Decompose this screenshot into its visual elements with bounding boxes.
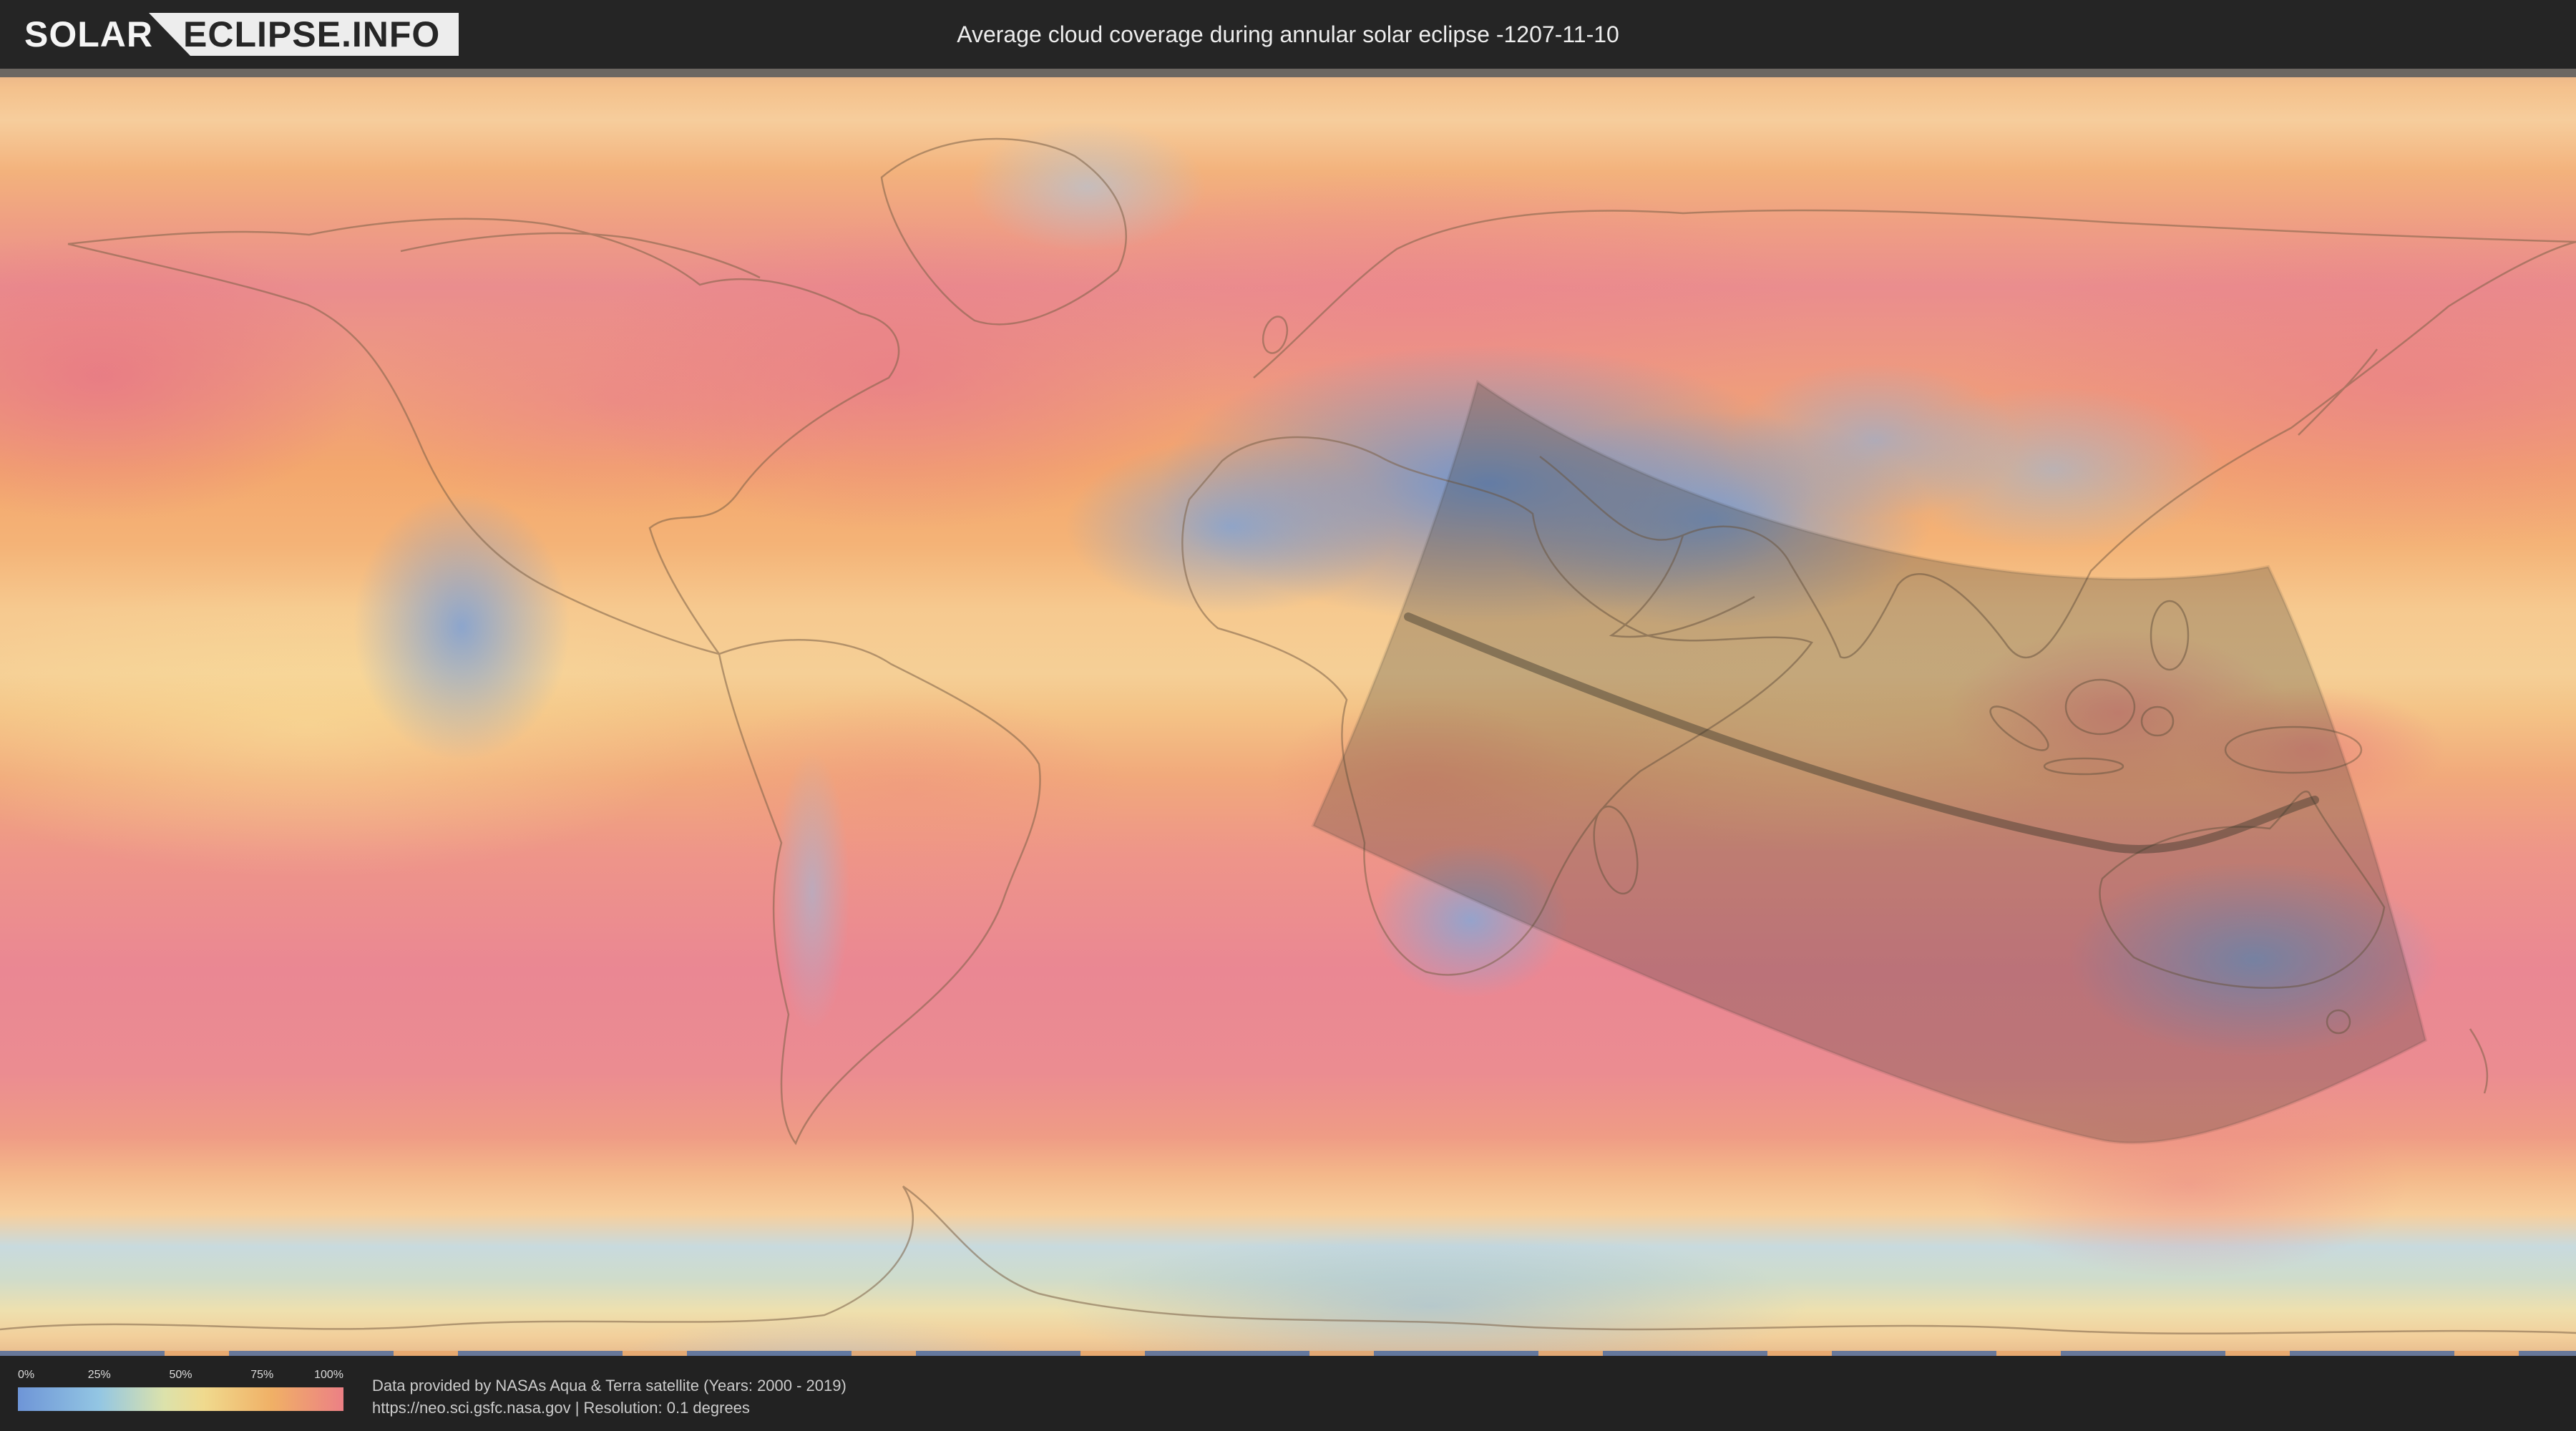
attribution-line-2: https://neo.sci.gsfc.nasa.gov | Resoluti…: [372, 1399, 750, 1417]
coast-north-america-west: [67, 243, 720, 655]
legend-gradient-bar: [18, 1387, 343, 1411]
coast-new-zealand: [2469, 1028, 2489, 1094]
coast-british-isles: [1262, 316, 1289, 354]
coast-arabia: [1609, 534, 1755, 638]
attribution-line-1: Data provided by NASAs Aqua & Terra sate…: [372, 1377, 847, 1395]
coast-sulawesi: [2140, 705, 2175, 737]
coast-antarctica: [0, 1185, 2576, 1335]
coast-sumatra: [1989, 705, 2049, 751]
coast-japan: [2298, 348, 2378, 436]
coast-tasmania: [2326, 1009, 2351, 1035]
legend-tick-100: 100%: [314, 1369, 343, 1381]
map-area: [0, 69, 2576, 1356]
legend-tick-0: 0%: [18, 1369, 35, 1381]
coast-south-america: [718, 639, 1041, 1146]
map-bottom-edge: [0, 1351, 2576, 1356]
legend-tick-labels: 0% 25% 50% 75% 100%: [18, 1369, 343, 1383]
eclipse-center-line: [1404, 612, 2319, 854]
logo-text-eclipse-info: ECLIPSE.INFO: [149, 13, 459, 56]
map-overlay-svg: [0, 137, 2576, 1335]
cloud-coverage-map[interactable]: [0, 69, 2576, 1356]
legend-tick-75: 75%: [250, 1369, 274, 1381]
coast-arctic-islands: [400, 232, 761, 279]
footer: 0% 25% 50% 75% 100% Data provided by NAS…: [0, 1356, 2576, 1431]
coast-north-america-north: [67, 218, 861, 315]
coast-south-asia: [1539, 240, 2576, 659]
coast-eurasia-north: [1253, 209, 2576, 378]
logo-text-solar: SOLAR: [24, 14, 153, 54]
attribution: Data provided by NASAs Aqua & Terra sate…: [372, 1374, 847, 1419]
coast-java: [2043, 757, 2124, 776]
legend-tick-25: 25%: [87, 1369, 111, 1381]
coast-borneo: [2064, 678, 2136, 736]
coast-north-america-east: [648, 312, 900, 655]
coast-greenland: [880, 137, 1128, 326]
coast-philippines: [2150, 600, 2190, 671]
legend: 0% 25% 50% 75% 100%: [18, 1369, 343, 1413]
header: SOLAR ECLIPSE.INFO Average cloud coverag…: [0, 0, 2576, 69]
coast-madagascar: [1593, 805, 1639, 895]
map-top-edge: [0, 69, 2576, 77]
page-title: Average cloud coverage during annular so…: [957, 21, 1619, 47]
legend-tick-50: 50%: [169, 1369, 192, 1381]
coast-new-guinea: [2224, 726, 2363, 774]
coast-australia: [2099, 790, 2386, 989]
coastlines: [0, 137, 2576, 1335]
site-logo[interactable]: SOLAR ECLIPSE.INFO: [24, 13, 459, 56]
eclipse-shadow-band: [1311, 379, 2428, 1145]
